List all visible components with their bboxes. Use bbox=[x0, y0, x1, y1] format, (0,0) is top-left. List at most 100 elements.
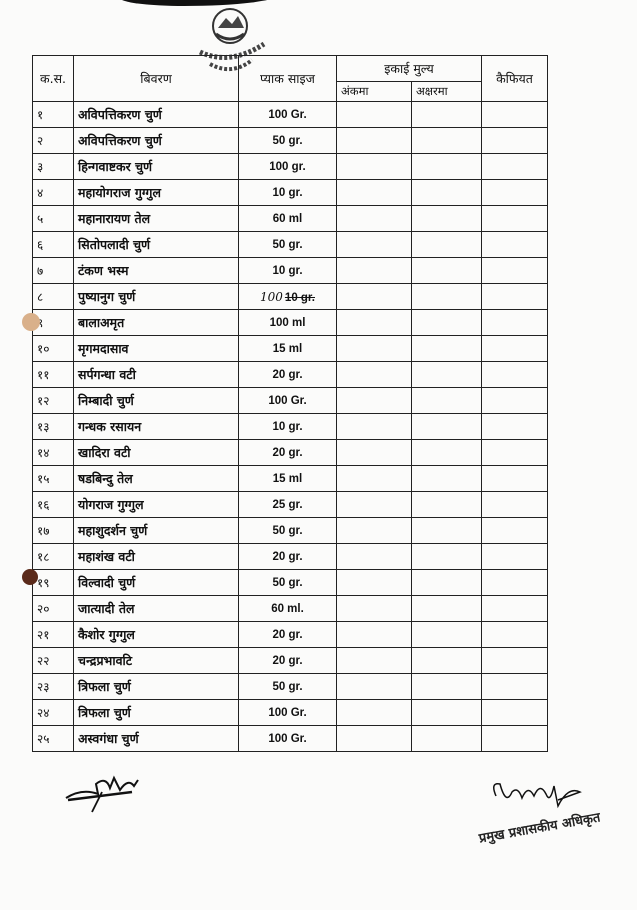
cell-pack-size: 100 10 gr. bbox=[238, 283, 337, 310]
cell-sn: १६ bbox=[32, 491, 74, 518]
cell-sn: १५ bbox=[32, 465, 74, 492]
cell-in-figures bbox=[336, 283, 412, 310]
cell-in-words bbox=[411, 231, 482, 258]
table-row: १७ महाशुदर्शन चुर्ण 50 gr. bbox=[32, 517, 548, 544]
cell-description: महायोगराज गुग्गुल bbox=[73, 179, 239, 206]
cell-remarks bbox=[481, 517, 548, 544]
pack-size-text: 25 gr. bbox=[272, 498, 303, 511]
cell-remarks bbox=[481, 335, 548, 362]
table-row: १० मृगमदासाव 15 ml bbox=[32, 335, 548, 362]
cell-pack-size: 20 gr. bbox=[238, 647, 337, 674]
handwritten-correction: 100 bbox=[260, 289, 283, 304]
cell-pack-size: 50 gr. bbox=[238, 569, 337, 596]
table-row: १६ योगराज गुग्गुल 25 gr. bbox=[32, 491, 548, 518]
cell-description: अविपत्तिकरण चुर्ण bbox=[73, 101, 239, 128]
cell-in-words bbox=[411, 595, 482, 622]
pack-size-text: 10 gr. bbox=[272, 264, 303, 277]
table-row: २२ चन्द्रप्रभावटि 20 gr. bbox=[32, 647, 548, 674]
cell-pack-size: 100 gr. bbox=[238, 153, 337, 180]
cell-sn: २४ bbox=[32, 699, 74, 726]
cell-remarks bbox=[481, 127, 548, 154]
table-row: १ अविपत्तिकरण चुर्ण 100 Gr. bbox=[32, 101, 548, 128]
cell-sn: ४ bbox=[32, 179, 74, 206]
cell-remarks bbox=[481, 257, 548, 284]
pack-size-text: 20 gr. bbox=[272, 550, 303, 563]
cell-description: गन्धक रसायन bbox=[73, 413, 239, 440]
table-row: २४ त्रिफला चुर्ण 100 Gr. bbox=[32, 699, 548, 726]
cell-sn: ६ bbox=[32, 231, 74, 258]
cell-in-figures bbox=[336, 439, 412, 466]
pack-size-text: 60 ml. bbox=[271, 602, 304, 615]
cell-remarks bbox=[481, 647, 548, 674]
cell-remarks bbox=[481, 699, 548, 726]
cell-description: त्रिफला चुर्ण bbox=[73, 673, 239, 700]
punch-hole-mark bbox=[22, 569, 38, 585]
table-row: ६ सितोपलादी चुर्ण 50 gr. bbox=[32, 231, 548, 258]
cell-in-figures bbox=[336, 517, 412, 544]
cell-remarks bbox=[481, 439, 548, 466]
cell-description: सर्पगन्धा वटी bbox=[73, 361, 239, 388]
pack-size-text: 20 gr. bbox=[272, 368, 303, 381]
cell-sn: १८ bbox=[32, 543, 74, 570]
header-sn: क.स. bbox=[32, 55, 74, 102]
cell-pack-size: 100 Gr. bbox=[238, 101, 337, 128]
cell-pack-size: 60 ml. bbox=[238, 595, 337, 622]
cell-sn: ७ bbox=[32, 257, 74, 284]
cell-remarks bbox=[481, 465, 548, 492]
pack-size-text: 100 Gr. bbox=[268, 394, 307, 407]
cell-remarks bbox=[481, 673, 548, 700]
cell-in-figures bbox=[336, 413, 412, 440]
cell-description: मृगमदासाव bbox=[73, 335, 239, 362]
cell-in-words bbox=[411, 673, 482, 700]
table-row: १४ खादिरा वटी 20 gr. bbox=[32, 439, 548, 466]
header-in-words: अक्षरमा bbox=[411, 81, 482, 102]
cell-description: सितोपलादी चुर्ण bbox=[73, 231, 239, 258]
cell-description: कैशोर गुग्गुल bbox=[73, 621, 239, 648]
cell-remarks bbox=[481, 725, 548, 752]
cell-in-words bbox=[411, 647, 482, 674]
cell-remarks bbox=[481, 569, 548, 596]
cell-pack-size: 100 Gr. bbox=[238, 725, 337, 752]
cell-in-words bbox=[411, 725, 482, 752]
cell-in-figures bbox=[336, 127, 412, 154]
cell-sn: २ bbox=[32, 127, 74, 154]
table-row: ९ बालाअमृत 100 ml bbox=[32, 309, 548, 336]
pack-size-text: 100 Gr. bbox=[268, 108, 307, 121]
cell-in-words bbox=[411, 309, 482, 336]
cell-in-figures bbox=[336, 699, 412, 726]
cell-in-words bbox=[411, 387, 482, 414]
pack-size-text: 10 gr. bbox=[272, 186, 303, 199]
cell-in-words bbox=[411, 491, 482, 518]
cell-description: योगराज गुग्गुल bbox=[73, 491, 239, 518]
cell-in-words bbox=[411, 569, 482, 596]
header-in-figures: अंकमा bbox=[336, 81, 412, 102]
cell-sn: २१ bbox=[32, 621, 74, 648]
table-row: १५ षडबिन्दु तेल 15 ml bbox=[32, 465, 548, 492]
cell-sn: १३ bbox=[32, 413, 74, 440]
cell-pack-size: 50 gr. bbox=[238, 517, 337, 544]
cell-in-words bbox=[411, 283, 482, 310]
cell-in-words bbox=[411, 153, 482, 180]
table-row: २ अविपत्तिकरण चुर्ण 50 gr. bbox=[32, 127, 548, 154]
cell-sn: १२ bbox=[32, 387, 74, 414]
cell-pack-size: 50 gr. bbox=[238, 231, 337, 258]
cell-description: महाशुदर्शन चुर्ण bbox=[73, 517, 239, 544]
cell-remarks bbox=[481, 387, 548, 414]
cell-in-words bbox=[411, 543, 482, 570]
cell-in-words bbox=[411, 361, 482, 388]
cell-in-figures bbox=[336, 309, 412, 336]
left-signature bbox=[65, 775, 139, 813]
cell-remarks bbox=[481, 231, 548, 258]
cell-in-figures bbox=[336, 205, 412, 232]
pack-size-text: 100 gr. bbox=[269, 160, 306, 173]
cell-sn: ११ bbox=[32, 361, 74, 388]
cell-pack-size: 50 gr. bbox=[238, 673, 337, 700]
cell-description: महानारायण तेल bbox=[73, 205, 239, 232]
cell-in-words bbox=[411, 257, 482, 284]
cell-in-words bbox=[411, 101, 482, 128]
table-row: १९ विल्वादी चुर्ण 50 gr. bbox=[32, 569, 548, 596]
cell-in-words bbox=[411, 205, 482, 232]
cell-pack-size: 10 gr. bbox=[238, 257, 337, 284]
cell-remarks bbox=[481, 153, 548, 180]
cell-pack-size: 25 gr. bbox=[238, 491, 337, 518]
